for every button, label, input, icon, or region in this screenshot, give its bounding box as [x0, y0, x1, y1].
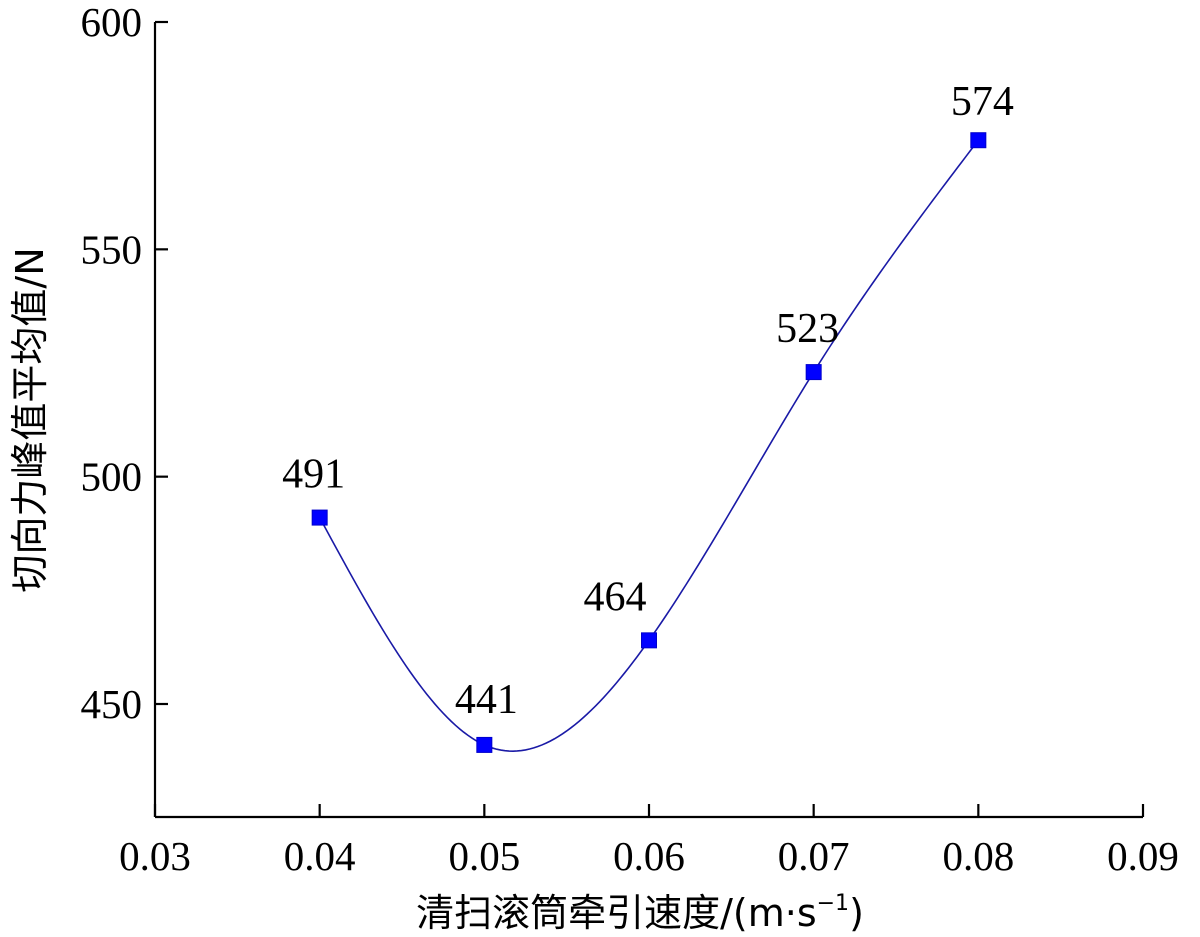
y-axis-title: 切向力峰值平均值/N	[8, 247, 52, 592]
data-label: 441	[455, 677, 518, 723]
y-ticks: 450 500 550 600	[81, 0, 168, 727]
axes	[153, 22, 1143, 819]
x-tick-label: 0.04	[284, 833, 356, 879]
data-label: 574	[951, 79, 1014, 125]
x-tick-label: 0.05	[448, 833, 520, 879]
x-ticks: 0.03 0.04 0.05 0.06 0.07 0.08 0.09	[119, 804, 1179, 879]
data-points	[311, 132, 987, 753]
data-point	[311, 509, 328, 526]
x-tick-label: 0.06	[613, 833, 685, 879]
x-tick-label: 0.07	[778, 833, 850, 879]
data-point	[641, 632, 657, 649]
data-labels: 491 441 464 523 574	[282, 79, 1014, 723]
data-label: 491	[282, 452, 345, 498]
data-label: 523	[776, 306, 839, 352]
y-tick-label: 500	[81, 454, 143, 500]
x-tick-label: 0.03	[119, 833, 191, 879]
y-tick-label: 550	[81, 226, 143, 272]
data-point	[970, 132, 987, 149]
y-tick-label: 450	[81, 681, 143, 727]
x-axis-title: 清扫滚筒牵引速度/(m·s−1)	[416, 891, 864, 935]
data-point	[476, 736, 493, 753]
data-label: 464	[584, 574, 647, 620]
series-line	[318, 139, 979, 752]
y-tick-label: 600	[81, 0, 143, 45]
x-tick-label: 0.08	[942, 833, 1014, 879]
x-tick-label: 0.09	[1107, 833, 1179, 879]
data-point	[805, 364, 822, 381]
